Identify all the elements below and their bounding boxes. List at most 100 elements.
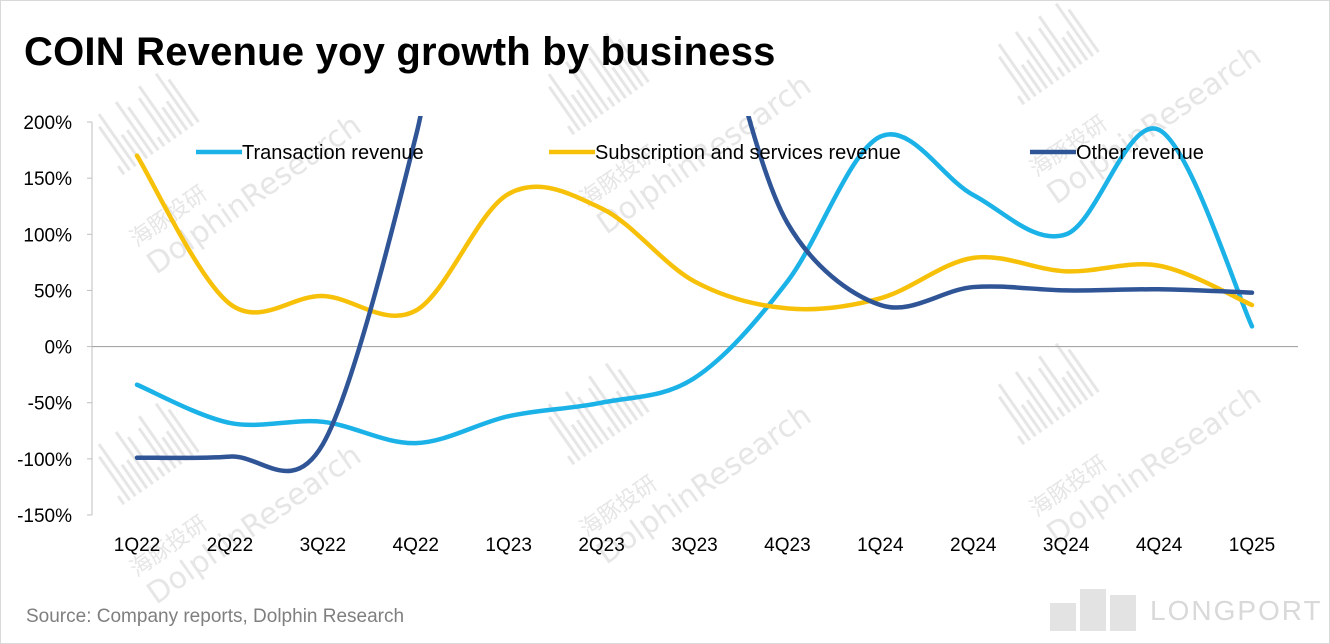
data-point (599, 400, 604, 405)
watermark-bar (1065, 370, 1089, 401)
x-tick-label: 4Q23 (764, 535, 810, 556)
y-tick-label: 150% (23, 169, 72, 190)
data-point (1064, 232, 1069, 237)
data-point (506, 414, 511, 419)
watermark-bar (154, 72, 195, 127)
watermark-bar (570, 93, 593, 124)
data-point (1250, 290, 1254, 295)
watermark-bars-icon (97, 72, 200, 176)
watermark-bar (588, 45, 627, 99)
x-tick-label: 4Q22 (393, 535, 439, 556)
watermark-en: DolphinResearch (1041, 38, 1268, 212)
series-transaction-revenue (134, 126, 1255, 446)
watermark-bar (570, 423, 593, 454)
source-note: Source: Company reports, Dolphin Researc… (26, 606, 405, 627)
data-point (878, 296, 883, 301)
watermark-bars-icon (547, 362, 650, 466)
watermark-bar (615, 60, 639, 91)
watermark-bar (97, 113, 137, 168)
watermark-bar (604, 362, 645, 417)
watermark-bar (1027, 376, 1060, 422)
data-point (413, 308, 418, 313)
data-point (1157, 263, 1162, 268)
legend-label: Other revenue (1076, 142, 1204, 164)
data-point (135, 153, 139, 158)
x-tick-label: 1Q22 (114, 535, 160, 556)
watermark-bar (1014, 31, 1054, 86)
watermark-bar (1017, 435, 1026, 446)
watermark-bar (120, 463, 143, 494)
watermark-bar (604, 32, 645, 87)
data-point (227, 301, 232, 306)
watermark-bar (98, 125, 131, 172)
y-tick-label: -150% (17, 506, 72, 527)
watermark-bar (1020, 63, 1043, 94)
x-tick-label: 3Q22 (300, 535, 346, 556)
watermark-bar (1037, 367, 1072, 414)
watermark-bar (161, 106, 183, 135)
y-tick-label: 50% (34, 281, 72, 302)
watermark-bars-icon (97, 402, 200, 506)
watermark-bars-icon (997, 2, 1100, 106)
watermark-bar (587, 387, 622, 434)
watermark-bar (575, 419, 599, 450)
watermark-en: DolphinResearch (1041, 378, 1268, 552)
watermark-bar (548, 415, 581, 462)
y-tick-label: 0% (45, 338, 73, 359)
watermark-bar (98, 455, 131, 502)
x-tick-label: 1Q25 (1229, 535, 1275, 556)
watermark-bar (567, 455, 576, 466)
watermark-bar (997, 383, 1037, 438)
legend-label: Subscription and services revenue (595, 142, 901, 164)
data-point (413, 441, 418, 446)
data-point (971, 192, 976, 197)
watermark-bar (1054, 342, 1095, 397)
x-tick-label: 3Q24 (1043, 535, 1090, 556)
x-tick-label: 1Q23 (485, 535, 531, 556)
data-point (1064, 269, 1069, 274)
watermark-bar (165, 100, 189, 131)
watermark-bar (1037, 27, 1072, 74)
watermark-bar (1038, 15, 1077, 69)
watermark-bar (564, 61, 604, 116)
watermark-bar (117, 495, 126, 506)
watermark-bar (167, 408, 200, 453)
watermark-bar (1061, 376, 1083, 405)
watermark-bar (138, 415, 177, 469)
data-point (785, 221, 790, 226)
data-point (599, 206, 604, 211)
watermark-bar (1025, 59, 1049, 90)
data-point (320, 442, 325, 447)
watermark-bar (577, 66, 610, 112)
data-point (878, 303, 883, 308)
watermark-bar (97, 443, 137, 498)
data-point (692, 279, 697, 284)
data-point (1064, 288, 1069, 293)
y-tick-label: -100% (17, 450, 72, 471)
watermark-bar (548, 85, 581, 132)
brand-watermark: LONGPORT (1150, 595, 1323, 626)
watermark-bar (1067, 8, 1100, 53)
watermark-bar (1025, 399, 1049, 430)
watermark-en: DolphinResearch (141, 108, 368, 282)
x-tick-label: 2Q24 (950, 535, 997, 556)
watermark-bar (617, 38, 650, 83)
watermark-bar (564, 391, 604, 446)
data-point (506, 191, 511, 196)
legend: Transaction revenue Subscription and serv… (196, 142, 1204, 164)
watermark-bar (167, 78, 200, 123)
series-line (134, 126, 1255, 446)
watermark-bar (114, 101, 154, 156)
data-point (1250, 303, 1254, 308)
y-tick-label: -50% (28, 394, 72, 415)
watermark-bar (617, 368, 650, 413)
longport-logo-icon (1050, 589, 1136, 631)
watermark-bar (1014, 371, 1054, 426)
watermark-bars-icon (997, 342, 1100, 446)
data-point (320, 294, 325, 299)
